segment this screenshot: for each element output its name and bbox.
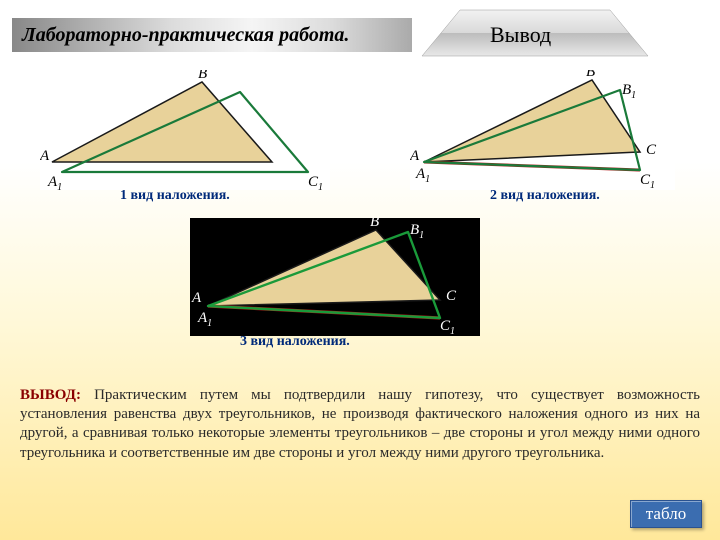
svg-text:C1: C1 (308, 174, 323, 190)
svg-text:C: C (446, 288, 457, 304)
tablo-button[interactable]: табло (630, 500, 702, 528)
figure-1: A A1 B C1 (40, 70, 330, 190)
tab-label: Вывод (490, 22, 551, 48)
svg-text:A: A (40, 148, 50, 164)
title-bar: Лабораторно-практическая работа. (12, 18, 412, 52)
svg-text:A1: A1 (47, 174, 62, 190)
conclusion-text: ВЫВОД: Практическим путем мы подтвердили… (20, 386, 700, 463)
svg-text:B: B (586, 70, 595, 80)
svg-text:B1: B1 (410, 222, 424, 241)
figure-3: A A1 B B1 C C1 (190, 218, 480, 336)
svg-text:C1: C1 (640, 172, 655, 190)
svg-text:C: C (646, 142, 657, 158)
figure-2-caption: 2 вид наложения. (490, 188, 600, 204)
svg-text:A: A (191, 290, 202, 306)
svg-text:B1: B1 (622, 82, 636, 101)
page-title: Лабораторно-практическая работа. (22, 24, 349, 47)
svg-text:C1: C1 (440, 318, 455, 336)
svg-text:A1: A1 (415, 166, 430, 185)
svg-text:B: B (370, 218, 379, 230)
svg-text:A: A (410, 148, 420, 164)
svg-text:B: B (198, 70, 207, 82)
figure-2: A A1 B B1 C C1 (410, 70, 675, 190)
conclusion-lead: ВЫВОД: (20, 387, 81, 403)
figure-1-caption: 1 вид наложения. (120, 188, 230, 204)
conclusion-body: Практическим путем мы подтвердили нашу г… (20, 387, 700, 461)
figure-3-caption: 3 вид наложения. (240, 334, 350, 350)
svg-text:A1: A1 (197, 310, 212, 329)
